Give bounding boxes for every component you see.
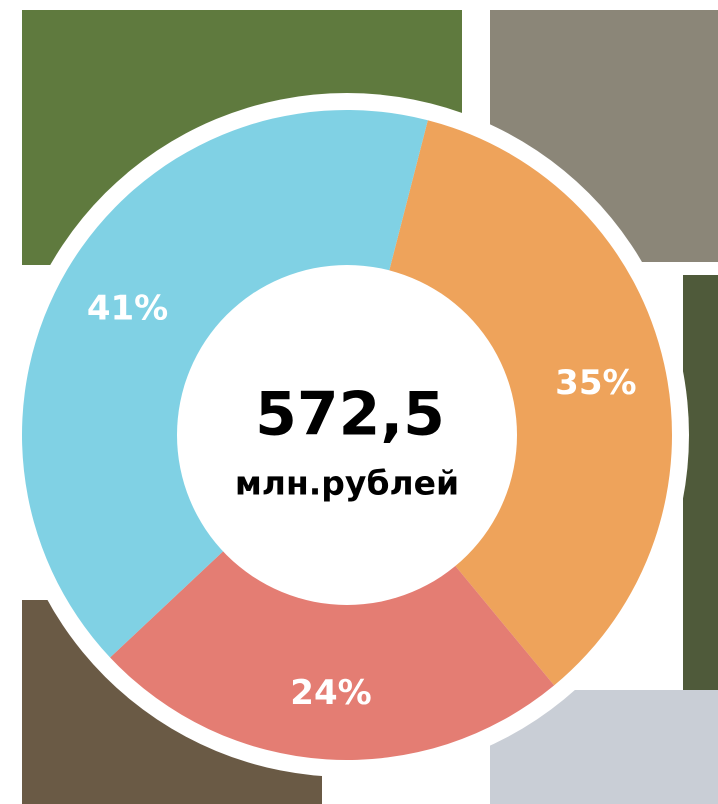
slice-label: 24%: [290, 673, 371, 713]
center-unit: млн.рублей: [235, 464, 459, 503]
slice-label: 41%: [87, 289, 168, 329]
donut-hole: [177, 265, 517, 605]
slice-label: 35%: [555, 363, 636, 403]
slice: [110, 544, 555, 760]
center-value: 572,5: [255, 380, 445, 450]
slice: [386, 120, 672, 686]
slice: [22, 109, 428, 658]
